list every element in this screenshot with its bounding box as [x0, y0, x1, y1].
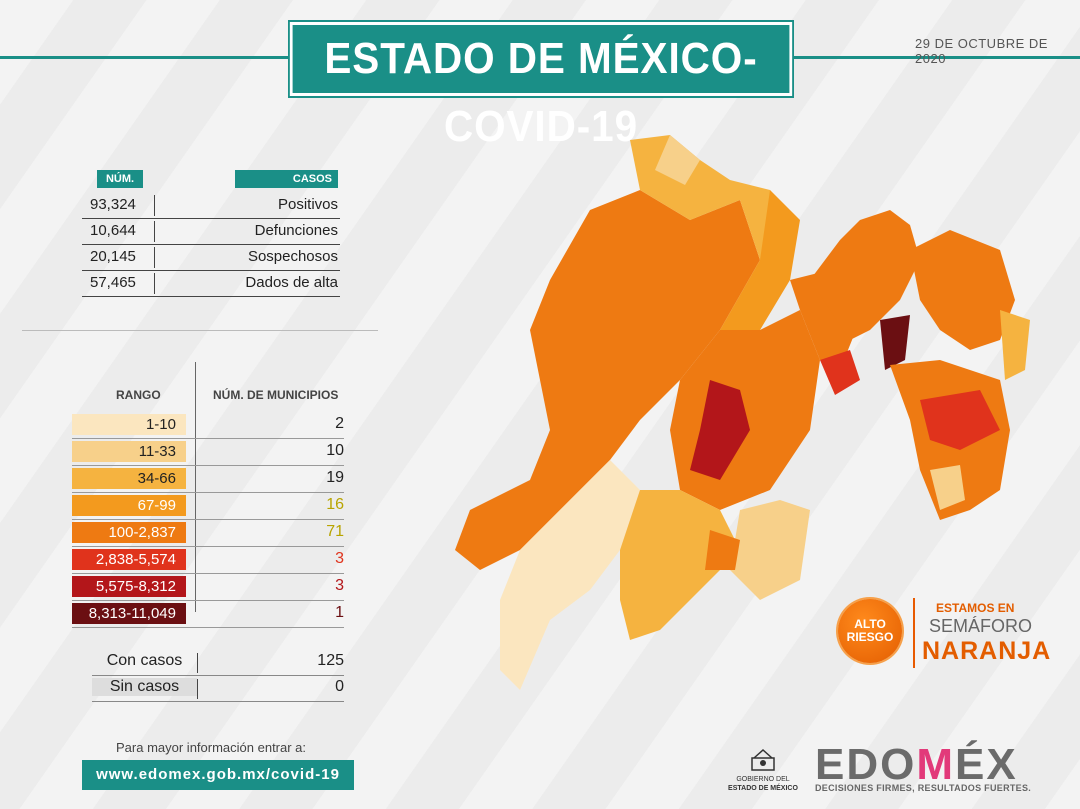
- legend-row: 8,313-11,049 1: [72, 601, 344, 628]
- alto-riesgo-badge: ALTO RIESGO: [838, 599, 902, 663]
- map-region-east-light: [930, 465, 965, 510]
- gobierno-line2: ESTADO DE MÉXICO: [728, 785, 798, 792]
- legend-count: 2: [335, 415, 344, 432]
- table-row: Sin casos 0: [92, 676, 344, 702]
- table-row: 20,145 Sospechosos: [82, 245, 340, 271]
- choropleth-map: [455, 135, 1030, 690]
- map-region-south-east: [730, 500, 810, 600]
- total-label: Con casos: [106, 652, 183, 669]
- map-region-west: [455, 190, 760, 570]
- semaforo-line1: ESTAMOS EN: [936, 601, 1015, 615]
- legend-swatch: 100-2,837: [72, 522, 186, 543]
- map-region-south: [620, 490, 740, 640]
- range-legend: 1-10 2 11-33 10 34-66 19 67-99 16 100-2,837 71 2,8…: [72, 412, 344, 628]
- cases-header-num: NÚM.: [97, 170, 143, 188]
- map-region-south-orange: [705, 530, 740, 570]
- badge-line1: ALTO: [854, 617, 886, 631]
- page-title: ESTADO DE MÉXICO-COVID-19: [289, 22, 793, 151]
- map-region-east-red: [920, 390, 1000, 450]
- map-region-south-west: [500, 460, 640, 690]
- website-link[interactable]: www.edomex.gob.mx/covid-19: [82, 760, 354, 790]
- legend-row: 100-2,837 71: [72, 520, 344, 547]
- map-region-north-light: [655, 135, 700, 185]
- case-label: Dados de alta: [245, 274, 338, 291]
- table-row: Con casos 125: [92, 650, 344, 676]
- total-value: 0: [335, 678, 344, 695]
- table-row: 10,644 Defunciones: [82, 219, 340, 245]
- semaforo-line2: SEMÁFORO: [929, 616, 1033, 636]
- legend-count: 16: [326, 496, 344, 513]
- report-date: 29 DE OCTUBRE DE 2020: [915, 36, 1048, 66]
- total-value: 125: [317, 652, 344, 669]
- edomex-tagline: DECISIONES FIRMES, RESULTADOS FUERTES.: [815, 783, 1032, 793]
- info-text: Para mayor información entrar a:: [116, 740, 307, 755]
- map-region-northeast: [720, 190, 800, 360]
- legend-count: 19: [326, 469, 344, 486]
- case-number: 57,465: [90, 274, 136, 291]
- legend-row: 1-10 2: [72, 412, 344, 439]
- legend-swatch: 1-10: [72, 414, 186, 435]
- range-header: RANGO: [116, 388, 161, 402]
- case-number: 20,145: [90, 248, 136, 265]
- legend-swatch: 5,575-8,312: [72, 576, 186, 597]
- totals-table: Con casos 125 Sin casos 0: [92, 650, 344, 702]
- gobierno-line1: GOBIERNO DEL: [736, 776, 790, 783]
- case-label: Sospechosos: [247, 248, 338, 265]
- legend-row: 34-66 19: [72, 466, 344, 493]
- legend-swatch: 67-99: [72, 495, 186, 516]
- legend-row: 2,838-5,574 3: [72, 547, 344, 574]
- legend-row: 11-33 10: [72, 439, 344, 466]
- case-number: 93,324: [90, 196, 136, 213]
- legend-swatch: 8,313-11,049: [72, 603, 186, 624]
- badge-line2: RIESGO: [846, 630, 894, 644]
- map-region-toluca: [690, 380, 750, 480]
- map-region-east-tip: [1000, 310, 1030, 380]
- legend-swatch: 34-66: [72, 468, 186, 489]
- map-region-east-lobe: [910, 230, 1015, 350]
- total-label: Sin casos: [92, 678, 197, 696]
- case-label: Positivos: [277, 196, 338, 213]
- legend-swatch: 11-33: [72, 441, 186, 462]
- legend-row: 5,575-8,312 3: [72, 574, 344, 601]
- edomex-logo: EDOMÉX: [815, 740, 1018, 789]
- map-region-ecatepec: [880, 315, 910, 370]
- cases-header-casos: CASOS: [235, 170, 338, 188]
- table-row: 93,324 Positivos: [82, 193, 340, 219]
- range-column-divider: [195, 362, 196, 612]
- legend-count: 10: [326, 442, 344, 459]
- legend-count: 3: [335, 550, 344, 567]
- map-region-ne-lobe: [810, 210, 920, 340]
- municipios-header: NÚM. DE MUNICIPIOS: [213, 388, 339, 402]
- table-row: 57,465 Dados de alta: [82, 271, 340, 297]
- legend-count: 71: [326, 523, 344, 540]
- section-divider: [22, 330, 378, 331]
- map-region-naucalpan: [820, 350, 860, 395]
- state-coat-of-arms-icon: [751, 748, 775, 771]
- semaforo-divider: [913, 598, 915, 668]
- legend-row: 67-99 16: [72, 493, 344, 520]
- case-number: 10,644: [90, 222, 136, 239]
- cases-table: 93,324 Positivos 10,644 Defunciones 20,1…: [82, 193, 340, 297]
- legend-swatch: 2,838-5,574: [72, 549, 186, 570]
- semaforo-line3: NARANJA: [922, 637, 1052, 665]
- case-label: Defunciones: [254, 222, 338, 239]
- legend-count: 1: [335, 604, 344, 621]
- legend-count: 3: [335, 577, 344, 594]
